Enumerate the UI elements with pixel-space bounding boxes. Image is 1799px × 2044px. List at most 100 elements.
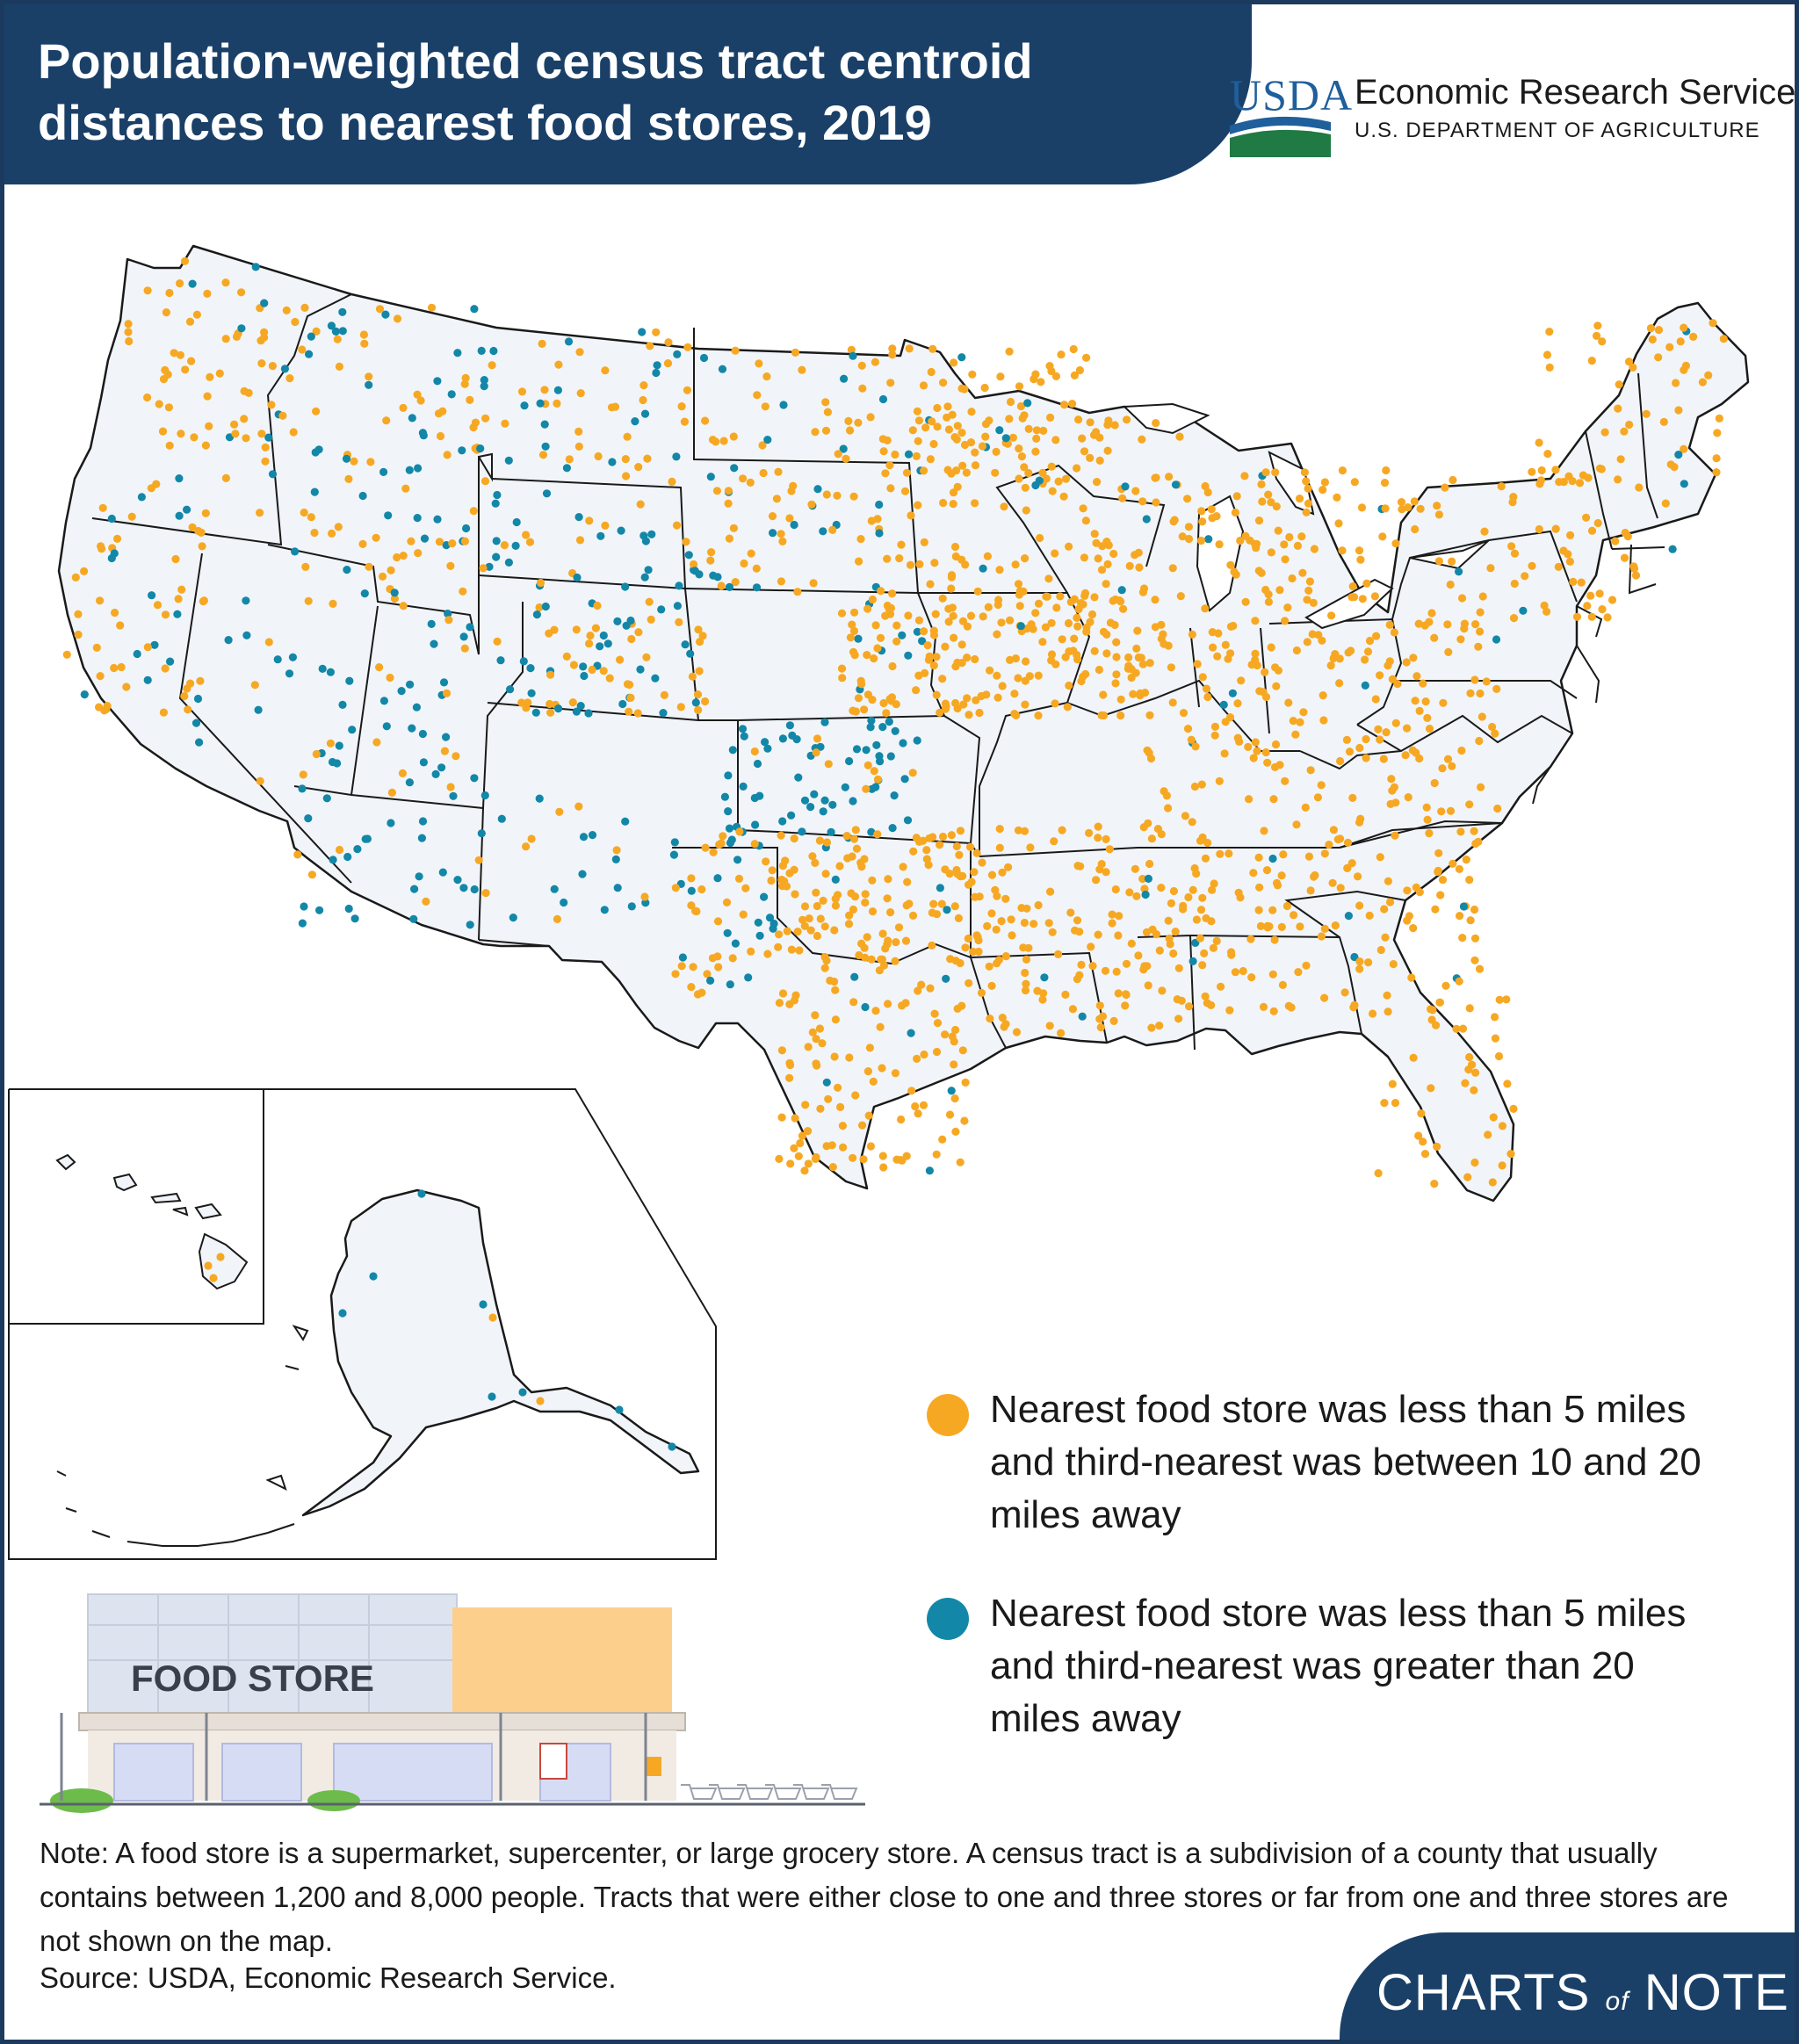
tract-dot-orange (909, 847, 918, 856)
tract-dot-orange (815, 836, 825, 845)
tract-dot-orange (888, 344, 897, 353)
tract-dot-orange (914, 501, 922, 509)
tract-dot-orange (307, 513, 315, 522)
tract-dot-orange (1259, 1002, 1268, 1011)
tract-dot-orange (1338, 466, 1347, 475)
tract-dot-teal (183, 505, 191, 514)
tract-dot-orange (966, 611, 976, 620)
tract-dot-orange (777, 831, 785, 840)
tract-dot-teal (1117, 586, 1126, 595)
tract-dot-orange (1086, 453, 1095, 462)
tract-dot-orange (479, 564, 488, 573)
tract-dot-teal (876, 757, 885, 766)
tract-dot-orange (1282, 901, 1291, 911)
tract-dot-orange (881, 611, 890, 620)
tract-dot-orange (1203, 838, 1212, 848)
tract-dot-orange (196, 676, 205, 685)
tract-dot-orange (1001, 894, 1010, 903)
tract-dot-orange (1196, 536, 1205, 545)
tract-dot-orange (1246, 536, 1254, 545)
tract-dot-orange (834, 450, 842, 459)
tract-dot-orange (1208, 514, 1217, 523)
tract-dot-teal (1519, 606, 1528, 615)
tract-dot-orange (1240, 472, 1249, 480)
tract-dot-orange (1127, 673, 1136, 683)
tract-dot-orange (440, 747, 449, 755)
tract-dot-orange (1051, 549, 1059, 558)
tract-dot-teal (512, 517, 521, 527)
tract-dot-orange (778, 537, 787, 545)
tract-dot-orange (1383, 991, 1391, 1000)
tract-dot-orange (1196, 934, 1204, 943)
tract-dot-orange (960, 1116, 969, 1125)
tract-dot-orange (1304, 484, 1312, 493)
tract-dot-orange (891, 450, 900, 459)
tract-dot-orange (1317, 932, 1326, 941)
tract-dot-teal (849, 797, 857, 805)
tract-dot-orange (1456, 912, 1464, 921)
tract-dot-orange (312, 749, 321, 759)
tract-dot-orange (1021, 968, 1030, 978)
tract-dot-orange (1124, 653, 1133, 662)
tract-dot-orange (1482, 677, 1491, 686)
tract-dot-teal (636, 665, 645, 674)
tract-dot-orange (1382, 466, 1391, 475)
tract-dot-orange (923, 641, 932, 650)
tract-dot-orange (122, 683, 131, 691)
tract-dot-orange (1417, 1109, 1426, 1118)
tract-dot-orange (1419, 1138, 1427, 1146)
tract-dot-orange (1509, 493, 1518, 502)
tract-dot-orange (71, 573, 80, 581)
tract-dot-orange (291, 317, 300, 327)
tract-dot-orange (1147, 834, 1156, 843)
tract-dot-orange (1064, 618, 1073, 628)
tract-dot-teal (878, 723, 887, 732)
tract-dot-orange (413, 390, 422, 399)
tract-dot-orange (787, 945, 797, 954)
tract-dot-orange (938, 675, 947, 683)
tract-dot-teal (531, 708, 540, 717)
tract-dot-orange (813, 901, 821, 911)
tract-dot-orange (1646, 324, 1655, 333)
tract-dot-orange (1343, 863, 1352, 873)
tract-dot-orange (1274, 666, 1282, 675)
tract-dot-orange (1477, 783, 1485, 791)
tract-dot-orange (1102, 630, 1111, 639)
tract-dot-orange (1432, 1021, 1441, 1029)
tract-dot-orange (593, 601, 602, 610)
tract-dot-orange (1138, 497, 1147, 506)
tract-dot-orange (1709, 319, 1717, 328)
tract-dot-orange (1427, 1084, 1435, 1093)
tract-dot-orange (894, 923, 904, 932)
tract-dot-teal (430, 639, 438, 648)
tract-dot-orange (962, 468, 971, 477)
tract-dot-teal (379, 467, 388, 476)
tract-dot-teal (608, 458, 617, 466)
tract-dot-orange (1592, 331, 1601, 340)
tract-dot-orange (1506, 1150, 1515, 1159)
tract-dot-teal (681, 640, 690, 649)
tract-dot-orange (722, 898, 732, 906)
tract-dot-orange (1598, 337, 1607, 346)
tract-dot-teal (439, 678, 449, 687)
tract-dot-orange (111, 608, 119, 618)
tract-dot-orange (1239, 966, 1247, 976)
tract-dot-teal (479, 1300, 488, 1309)
tract-dot-orange (1112, 670, 1121, 679)
tract-dot-orange (1478, 592, 1487, 601)
tract-dot-teal (576, 702, 585, 711)
tract-dot-orange (928, 344, 937, 353)
tract-dot-teal (304, 814, 313, 823)
tract-dot-orange (747, 549, 755, 558)
tract-dot-teal (819, 527, 827, 536)
tract-dot-orange (1217, 982, 1225, 991)
tract-dot-orange (929, 439, 938, 449)
tract-dot-teal (449, 791, 458, 800)
tract-dot-teal (476, 444, 485, 453)
tract-dot-teal (647, 530, 656, 538)
tract-dot-teal (687, 886, 696, 895)
tract-dot-orange (1489, 1113, 1498, 1122)
tract-dot-orange (1498, 1122, 1507, 1130)
tract-dot-teal (288, 653, 297, 661)
tract-dot-orange (848, 620, 856, 629)
